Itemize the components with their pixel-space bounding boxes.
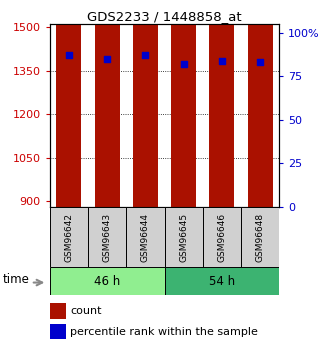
Text: count: count bbox=[70, 306, 102, 316]
Text: GSM96648: GSM96648 bbox=[256, 213, 265, 262]
Text: percentile rank within the sample: percentile rank within the sample bbox=[70, 327, 258, 337]
Text: GSM96644: GSM96644 bbox=[141, 213, 150, 262]
Bar bbox=[50, 267, 164, 295]
Text: GSM96645: GSM96645 bbox=[179, 213, 188, 262]
Bar bbox=[164, 267, 279, 295]
Text: GSM96646: GSM96646 bbox=[217, 213, 226, 262]
Text: 46 h: 46 h bbox=[94, 275, 120, 288]
Bar bbox=[95, 0, 119, 207]
Bar bbox=[50, 324, 66, 339]
Bar bbox=[164, 207, 203, 267]
Bar bbox=[203, 207, 241, 267]
Bar bbox=[241, 207, 279, 267]
Point bbox=[219, 58, 224, 63]
Bar bbox=[248, 0, 273, 207]
Point bbox=[181, 61, 186, 67]
Text: GSM96643: GSM96643 bbox=[103, 213, 112, 262]
Bar bbox=[171, 0, 196, 207]
Point bbox=[257, 60, 263, 65]
Point bbox=[66, 53, 72, 58]
Bar bbox=[210, 0, 234, 207]
Point bbox=[143, 53, 148, 58]
Bar bbox=[88, 207, 126, 267]
Bar bbox=[133, 0, 158, 207]
Text: time: time bbox=[3, 273, 29, 286]
Text: 54 h: 54 h bbox=[209, 275, 235, 288]
Title: GDS2233 / 1448858_at: GDS2233 / 1448858_at bbox=[87, 10, 242, 23]
Bar bbox=[56, 0, 81, 207]
Bar bbox=[126, 207, 164, 267]
Point bbox=[105, 56, 110, 62]
Bar bbox=[50, 207, 88, 267]
Bar bbox=[50, 303, 66, 319]
Text: GSM96642: GSM96642 bbox=[65, 213, 74, 262]
